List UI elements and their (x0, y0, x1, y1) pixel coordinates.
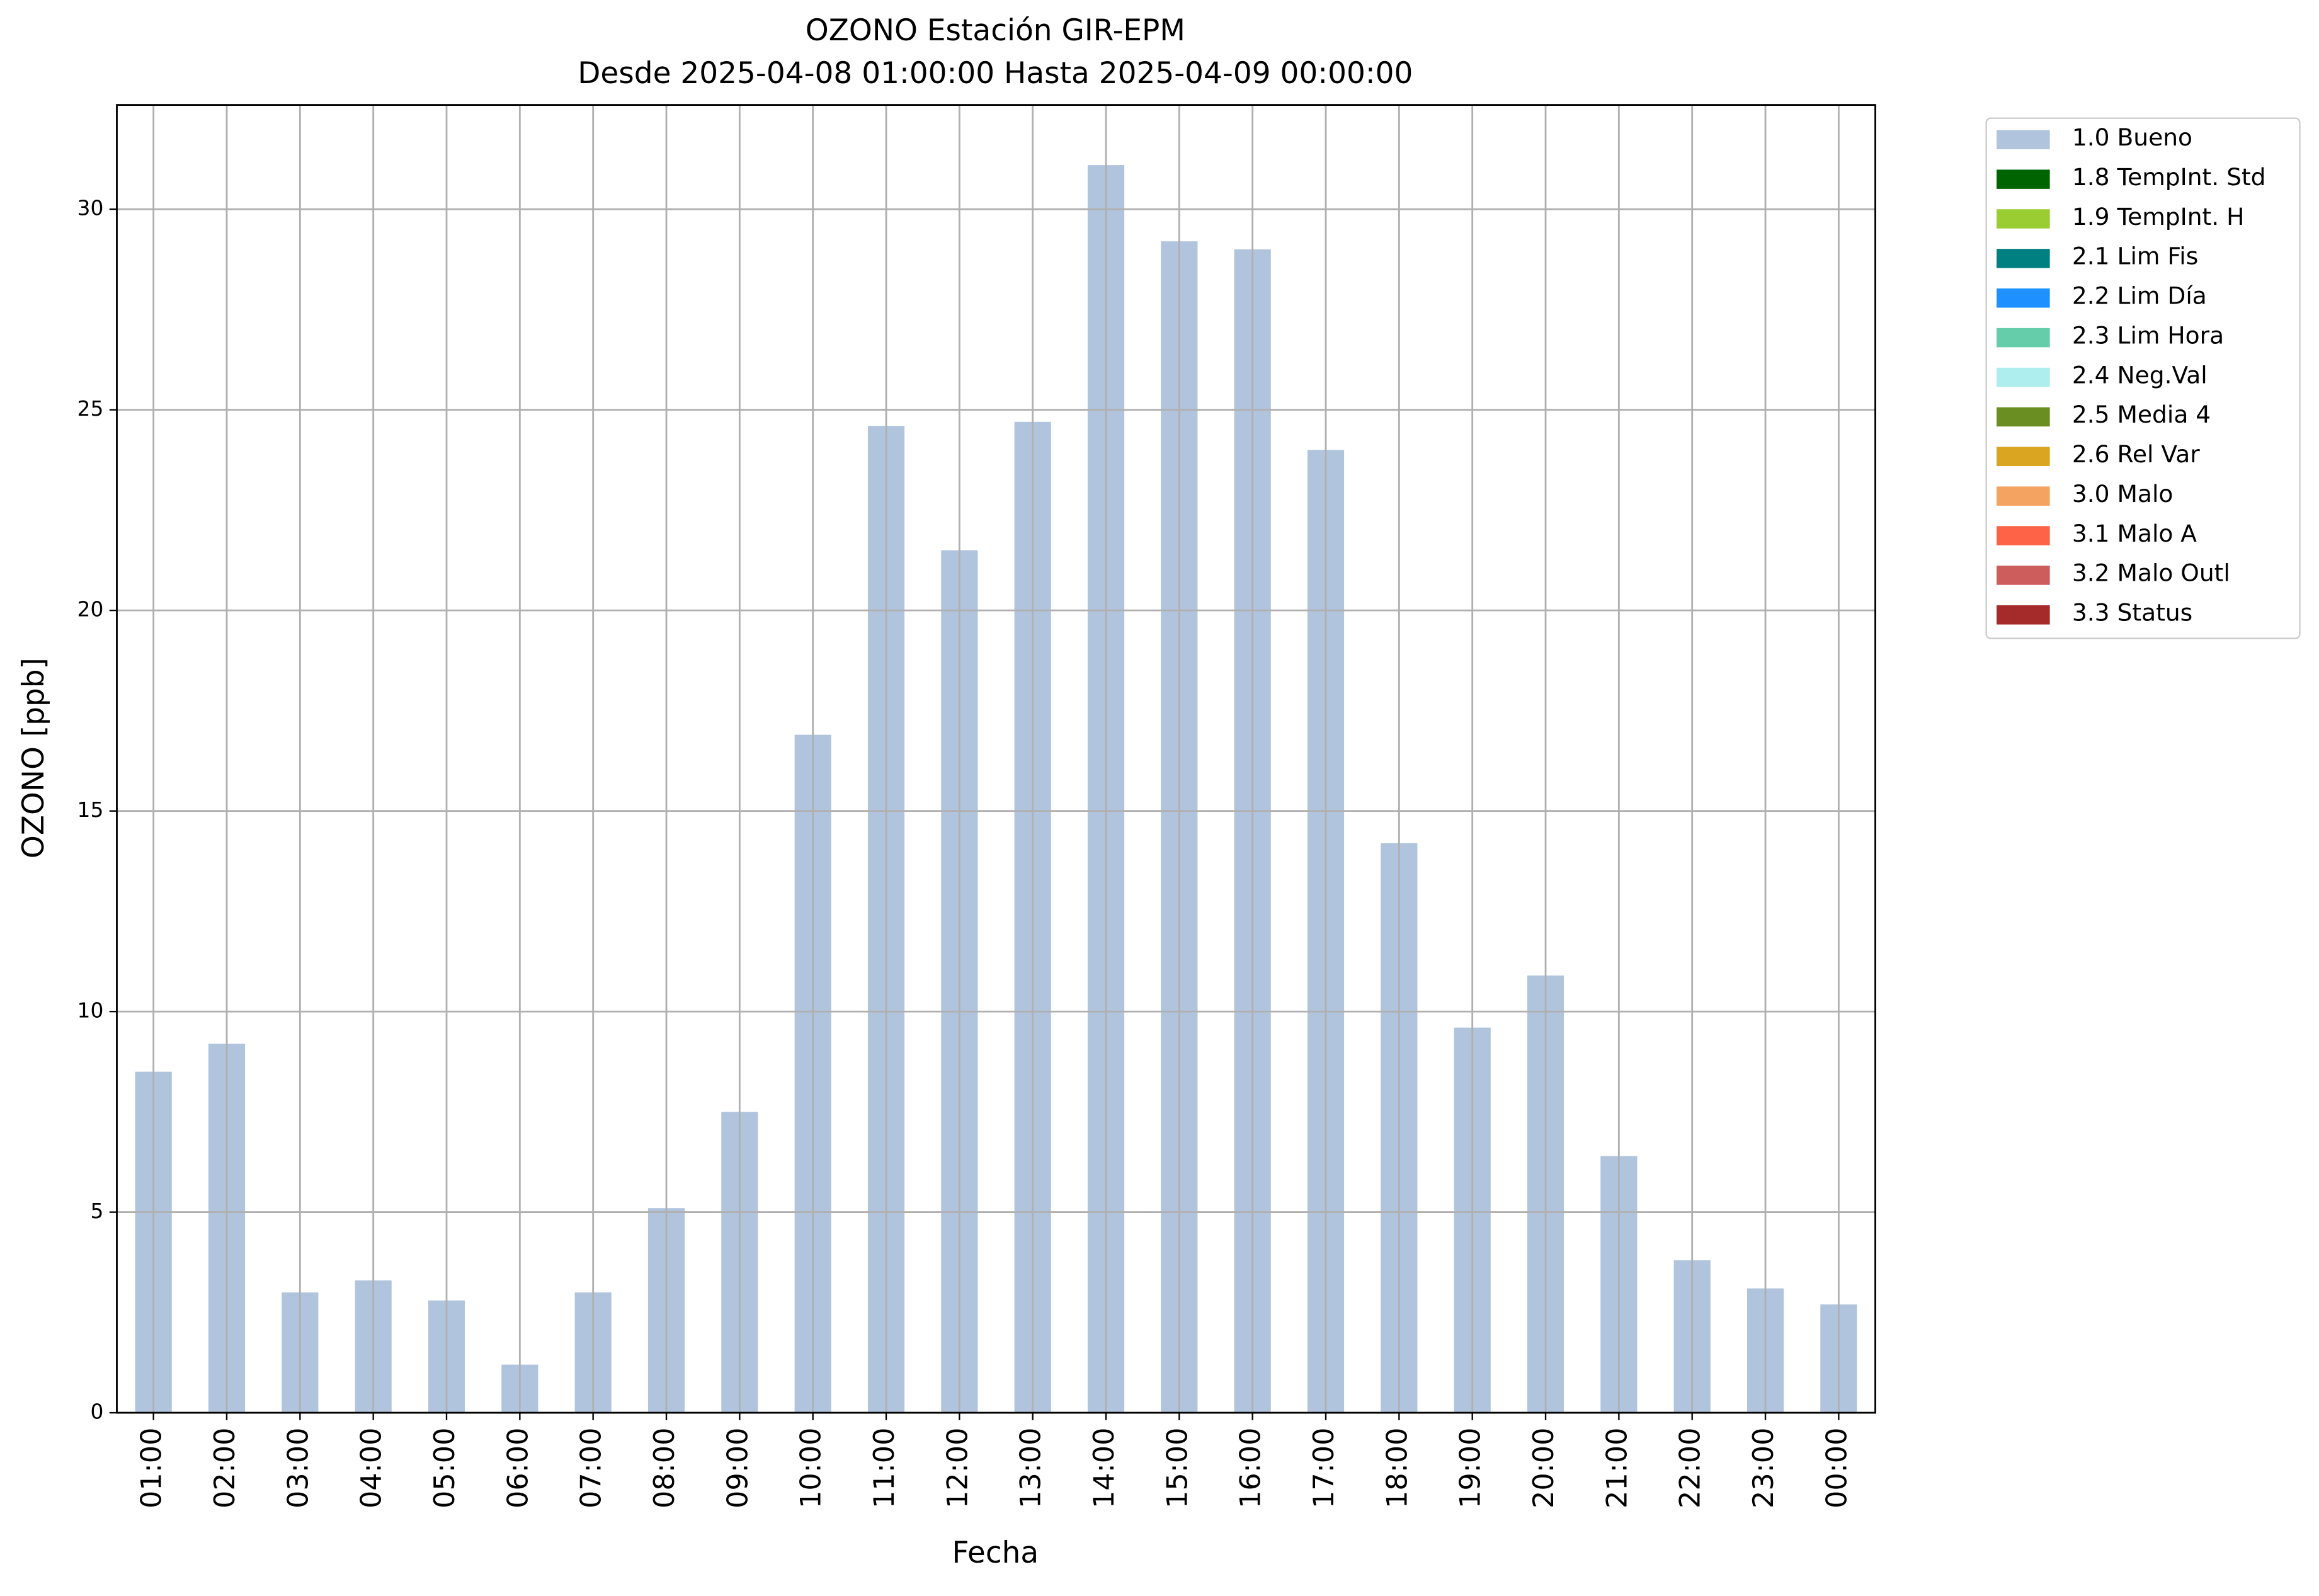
plot-frame (116, 104, 1876, 1414)
y-tick-label: 15 (77, 797, 104, 822)
x-tick-label: 12:00 (941, 1428, 974, 1508)
y-tick-label: 20 (77, 597, 104, 622)
legend-swatch (1997, 526, 2050, 545)
x-tick-label: 11:00 (868, 1428, 901, 1508)
chart-subtitle: Desde 2025-04-08 01:00:00 Hasta 2025-04-… (578, 56, 1413, 91)
legend-label: 2.3 Lim Hora (2072, 321, 2224, 349)
legend-label: 3.3 Status (2072, 599, 2192, 627)
x-tick-label: 14:00 (1088, 1428, 1120, 1508)
legend-label: 2.2 Lim Día (2072, 282, 2207, 310)
legend-label: 2.4 Neg.Val (2072, 361, 2208, 389)
legend-swatch (1997, 249, 2050, 268)
legend-label: 2.5 Media 4 (2072, 401, 2211, 428)
y-tick-label: 0 (90, 1399, 103, 1424)
x-tick-label: 20:00 (1527, 1428, 1560, 1508)
legend-label: 1.0 Bueno (2072, 123, 2192, 151)
legend-swatch (1997, 605, 2050, 625)
legend-label: 2.1 Lim Fis (2072, 242, 2198, 270)
legend-label: 3.0 Malo (2072, 480, 2174, 508)
x-tick-label: 03:00 (282, 1428, 314, 1508)
x-tick-label: 00:00 (1820, 1428, 1853, 1508)
x-tick-label: 21:00 (1600, 1428, 1633, 1508)
y-tick-label: 25 (77, 396, 104, 421)
legend-swatch (1997, 486, 2050, 506)
legend-swatch (1997, 209, 2050, 229)
y-axis-label: OZONO [ppb] (16, 658, 51, 858)
x-tick-label: 19:00 (1454, 1428, 1487, 1508)
legend-swatch (1997, 288, 2050, 308)
legend-swatch (1997, 566, 2050, 585)
x-tick-label: 08:00 (648, 1428, 681, 1508)
x-tick-label: 06:00 (501, 1428, 534, 1508)
x-tick-label: 23:00 (1747, 1428, 1780, 1508)
x-tick-label: 09:00 (721, 1428, 754, 1508)
x-tick-label: 01:00 (135, 1428, 168, 1508)
legend-label: 3.1 Malo A (2072, 520, 2197, 547)
y-tick-label: 5 (90, 1199, 103, 1223)
legend-swatch (1997, 447, 2050, 467)
legend-label: 1.8 TempInt. Std (2072, 163, 2266, 191)
x-tick-label: 13:00 (1015, 1428, 1047, 1508)
legend-swatch (1997, 130, 2050, 149)
legend-label: 2.6 Rel Var (2072, 440, 2200, 468)
y-tick-label: 30 (77, 196, 104, 220)
x-tick-label: 22:00 (1674, 1428, 1707, 1508)
x-tick-label: 05:00 (428, 1428, 461, 1508)
x-tick-label: 10:00 (795, 1428, 828, 1508)
x-tick-label: 18:00 (1381, 1428, 1413, 1508)
x-tick-label: 02:00 (208, 1428, 241, 1508)
legend-swatch (1997, 407, 2050, 427)
x-tick-label: 17:00 (1308, 1428, 1340, 1508)
chart-title: OZONO Estación GIR-EPM (806, 13, 1185, 48)
x-tick-label: 04:00 (355, 1428, 388, 1508)
legend-swatch (1997, 328, 2050, 348)
legend-swatch (1997, 367, 2050, 387)
legend-label: 1.9 TempInt. H (2072, 203, 2245, 231)
x-axis-label: Fecha (952, 1536, 1039, 1570)
x-tick-label: 15:00 (1161, 1428, 1194, 1508)
legend-label: 3.2 Malo Outl (2072, 559, 2230, 587)
x-tick-label: 16:00 (1234, 1428, 1267, 1508)
y-tick-label: 10 (77, 998, 104, 1023)
x-tick-label: 07:00 (575, 1428, 608, 1508)
legend-swatch (1997, 169, 2050, 189)
legend-box (1985, 117, 2301, 639)
